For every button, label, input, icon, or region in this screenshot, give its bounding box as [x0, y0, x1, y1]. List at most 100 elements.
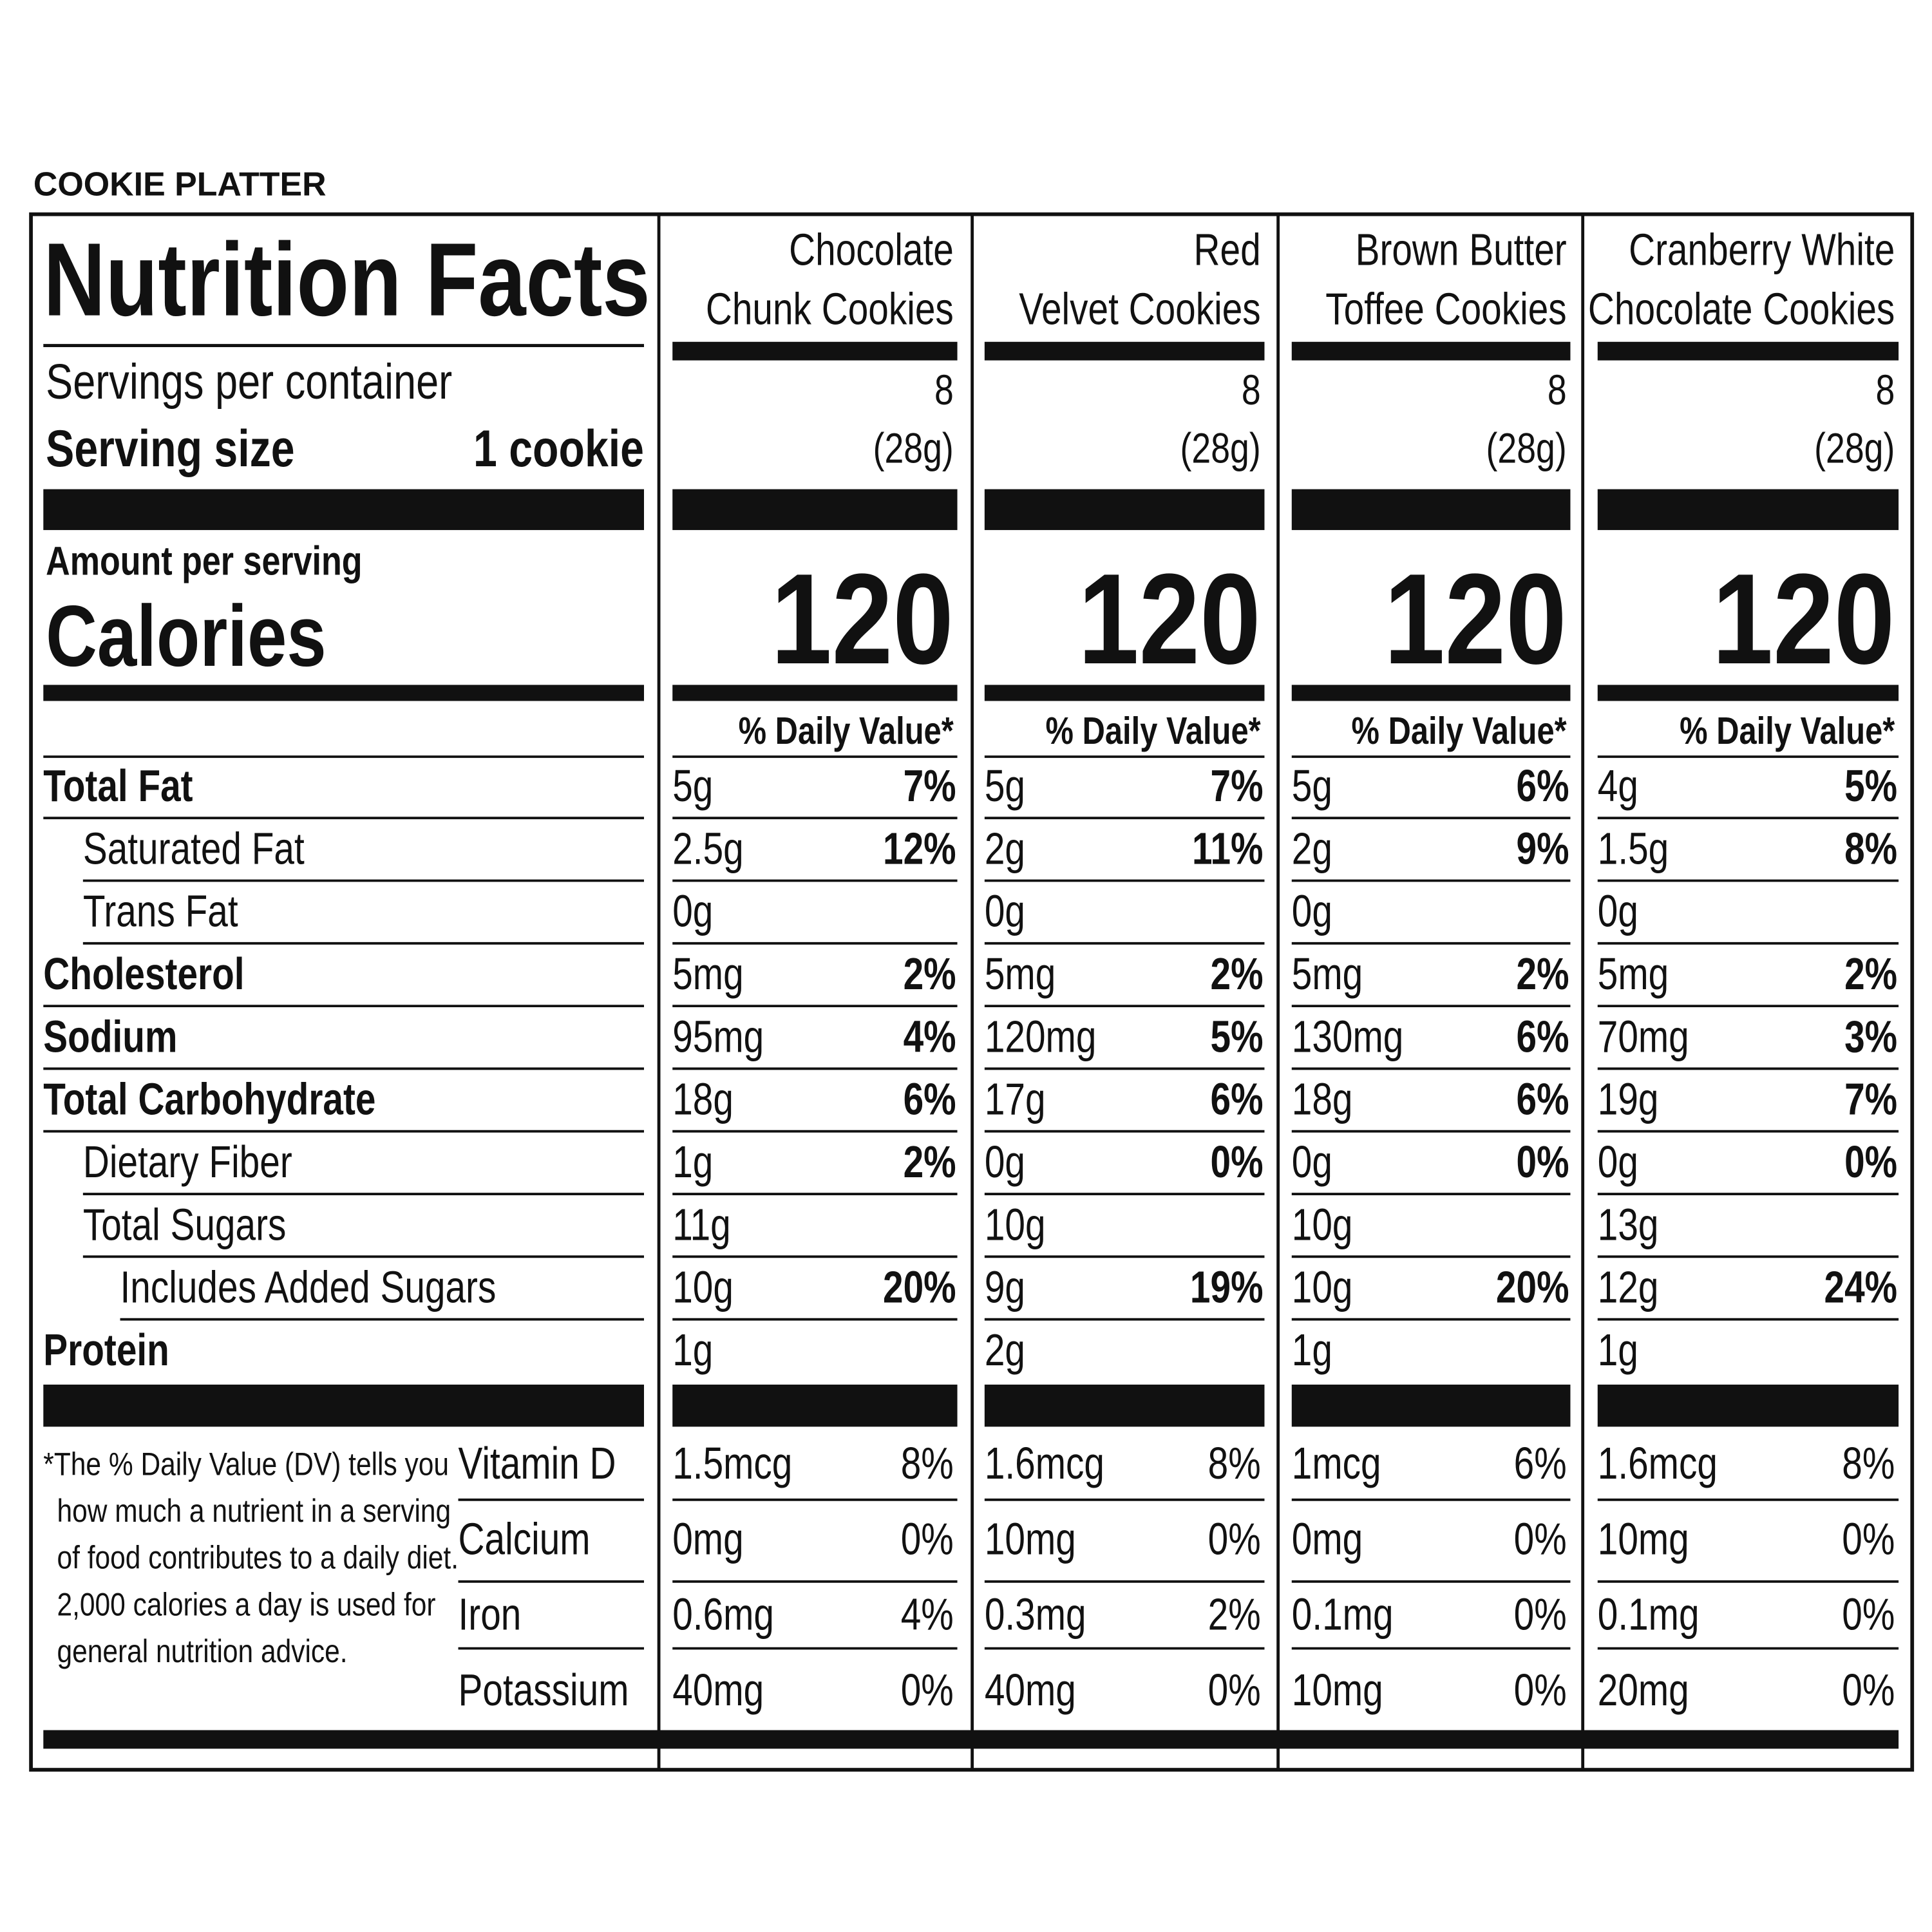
- amount: 1.5g: [1598, 824, 1669, 874]
- vitamin-daily-value: 2%: [1208, 1590, 1261, 1640]
- nutrient-label: Dietary Fiber: [83, 1138, 292, 1188]
- calories-label: Calories: [46, 589, 327, 685]
- daily-value: 3%: [1844, 1012, 1897, 1062]
- daily-value: 7%: [1844, 1075, 1897, 1124]
- amount: 0g: [672, 887, 713, 936]
- vitamin-amount: 0.6mg: [672, 1590, 774, 1640]
- amount: 130mg: [1292, 1012, 1404, 1062]
- amount: 12g: [1598, 1263, 1659, 1312]
- amount: 0g: [985, 887, 1025, 936]
- thick-bar: [43, 489, 645, 531]
- nutrient-label: Cholesterol: [43, 950, 244, 999]
- vitamin-amount: 1.6mcg: [1598, 1439, 1718, 1489]
- product-name: Cranberry White: [1629, 225, 1895, 275]
- vitamin-amount: 10mg: [1598, 1515, 1689, 1564]
- product-name: Chocolate Cookies: [1588, 285, 1895, 334]
- vitamin-daily-value: 8%: [1842, 1439, 1895, 1489]
- amount: 0g: [1292, 1138, 1332, 1188]
- daily-value-label: % Daily Value*: [1046, 709, 1262, 752]
- vitamin-daily-value: 0%: [1514, 1666, 1567, 1716]
- servings: 8: [1242, 366, 1261, 413]
- vitamin-daily-value: 6%: [1514, 1439, 1567, 1489]
- amount: 18g: [672, 1075, 734, 1124]
- amount: 0g: [1598, 887, 1638, 936]
- amount: 17g: [985, 1075, 1046, 1124]
- amount: 2g: [985, 1326, 1025, 1376]
- medium-bar: [43, 685, 645, 701]
- vitamin-daily-value: 8%: [1208, 1439, 1261, 1489]
- vitamin-amount: 10mg: [1292, 1666, 1383, 1716]
- amount: 18g: [1292, 1075, 1353, 1124]
- amount: 5g: [672, 762, 713, 811]
- footnote: general nutrition advice.: [57, 1633, 347, 1669]
- amount: 120mg: [985, 1012, 1097, 1062]
- amount: 9g: [985, 1263, 1025, 1312]
- vitamin-daily-value: 0%: [1514, 1590, 1567, 1640]
- thick-bar: [1291, 1385, 1571, 1427]
- medium-bar: [1291, 341, 1571, 361]
- daily-value: 0%: [1844, 1138, 1897, 1188]
- thick-bar: [672, 489, 958, 531]
- amount: 5mg: [672, 950, 743, 999]
- daily-value: 4%: [904, 1012, 956, 1062]
- medium-bar: [1597, 685, 1899, 701]
- medium-bar: [1291, 685, 1571, 701]
- amount: 0g: [985, 1138, 1025, 1188]
- nutrient-label: Total Fat: [43, 762, 193, 811]
- servings: 8: [1548, 366, 1567, 413]
- amount: 0g: [1598, 1138, 1638, 1188]
- amount: 70mg: [1598, 1012, 1689, 1062]
- calories: 120: [1712, 547, 1895, 691]
- daily-value: 5%: [1844, 762, 1897, 811]
- daily-value: 20%: [883, 1263, 956, 1312]
- amount: 5g: [985, 762, 1025, 811]
- nutrient-label: Trans Fat: [83, 887, 238, 936]
- amount: 10g: [672, 1263, 734, 1312]
- daily-value: 2%: [904, 1138, 956, 1188]
- vitamin-amount: 0mg: [1292, 1515, 1363, 1564]
- thick-bar: [984, 489, 1265, 531]
- vitamin-daily-value: 0%: [1208, 1666, 1261, 1716]
- vitamin-amount: 10mg: [985, 1515, 1076, 1564]
- daily-value: 9%: [1517, 824, 1569, 874]
- amount: 2g: [1292, 824, 1332, 874]
- nutrient-label: Total Carbohydrate: [43, 1075, 375, 1124]
- servings: 8: [1875, 366, 1895, 413]
- vitamin-daily-value: 0%: [901, 1515, 954, 1564]
- vitamin-label: Vitamin D: [459, 1439, 616, 1489]
- nutrient-label: Total Sugars: [83, 1200, 287, 1250]
- vitamin-label: Potassium: [459, 1666, 629, 1716]
- vitamin-amount: 40mg: [672, 1666, 764, 1716]
- vitamin-amount: 1.5mcg: [672, 1439, 792, 1489]
- vitamin-daily-value: 0%: [1842, 1666, 1895, 1716]
- amount: 2g: [985, 824, 1025, 874]
- amount: 10g: [1292, 1200, 1353, 1250]
- amount: 1g: [1598, 1326, 1638, 1376]
- daily-value: 6%: [1517, 762, 1569, 811]
- daily-value: 19%: [1190, 1263, 1264, 1312]
- medium-bar: [984, 341, 1265, 361]
- nutrient-label: Protein: [43, 1326, 169, 1376]
- footnote: *The % Daily Value (DV) tells you: [43, 1446, 449, 1482]
- nutrient-label: Saturated Fat: [83, 824, 305, 874]
- daily-value: 6%: [1517, 1012, 1569, 1062]
- vitamin-label: Calcium: [459, 1515, 591, 1564]
- amount: 5mg: [985, 950, 1056, 999]
- serving-size: (28g): [1486, 425, 1567, 472]
- vitamin-daily-value: 4%: [901, 1590, 954, 1640]
- daily-value: 2%: [1517, 950, 1569, 999]
- amount: 0g: [1292, 887, 1332, 936]
- daily-value: 7%: [904, 762, 956, 811]
- amount: 95mg: [672, 1012, 764, 1062]
- vitamin-amount: 1.6mcg: [985, 1439, 1104, 1489]
- serving-size: 1 cookie: [473, 419, 644, 478]
- servings: 8: [934, 366, 954, 413]
- medium-bar: [984, 685, 1265, 701]
- vitamin-amount: 0.1mg: [1598, 1590, 1700, 1640]
- daily-value: 7%: [1211, 762, 1264, 811]
- nutrient-label: Includes Added Sugars: [120, 1263, 497, 1312]
- calories: 120: [1384, 547, 1567, 691]
- serving-size: (28g): [1180, 425, 1261, 472]
- vitamin-amount: 20mg: [1598, 1666, 1689, 1716]
